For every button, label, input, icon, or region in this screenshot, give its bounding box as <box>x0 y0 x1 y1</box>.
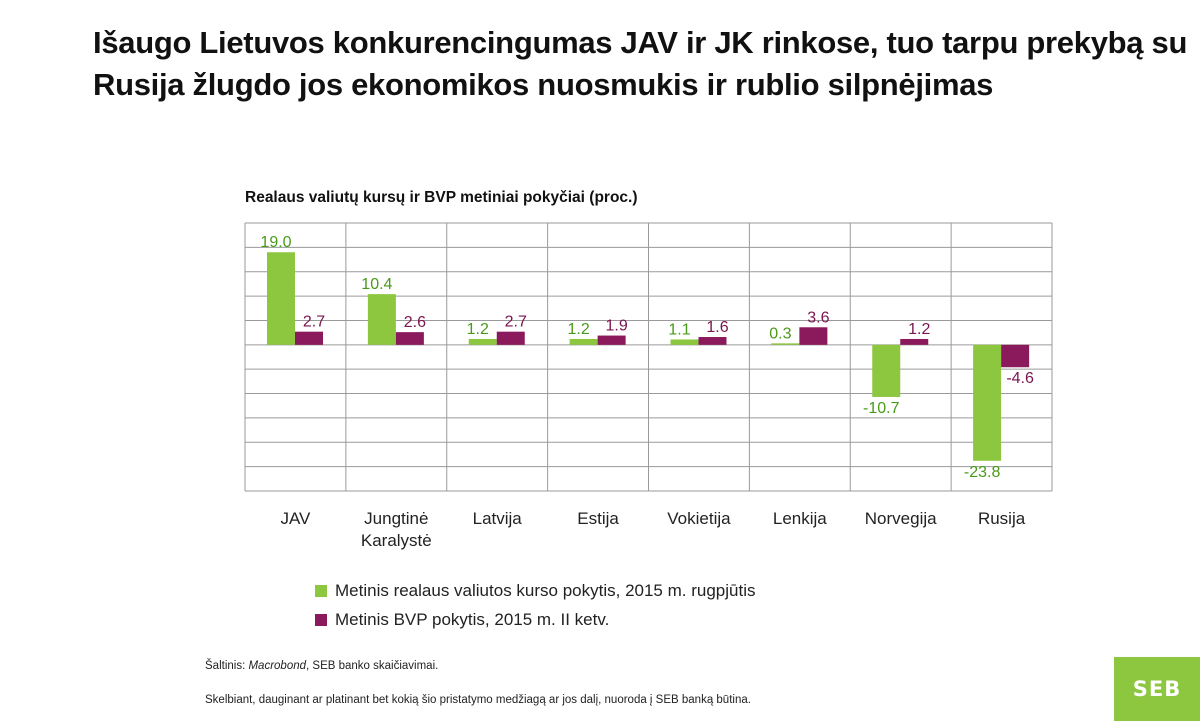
legend-label-exchange-rate: Metinis realaus valiutos kurso pokytis, … <box>335 580 756 600</box>
legend-swatch-green <box>315 584 327 597</box>
bar-gdp <box>496 331 525 345</box>
legend-label-gdp: Metinis BVP pokytis, 2015 m. II ketv. <box>335 609 610 629</box>
data-label: 3.6 <box>807 309 829 326</box>
bar-gdp <box>295 331 323 345</box>
bar-exchange-rate <box>367 294 396 345</box>
chart-title: Realaus valiutų kursų ir BVP metiniai po… <box>245 189 638 206</box>
data-label: 1.2 <box>908 321 930 338</box>
disclaimer: Skelbiant, dauginant ar platinant bet ko… <box>205 694 751 706</box>
bar-gdp <box>799 327 828 345</box>
legend-item-gdp: Metinis BVP pokytis, 2015 m. II ketv. <box>315 605 755 634</box>
data-label: 1.1 <box>668 321 690 338</box>
bar-exchange-rate <box>468 338 497 345</box>
legend-item-exchange-rate: Metinis realaus valiutos kurso pokytis, … <box>315 576 755 605</box>
seb-logo: SEB <box>1114 657 1200 721</box>
legend: Metinis realaus valiutos kurso pokytis, … <box>315 576 755 634</box>
bar-gdp <box>1001 344 1030 368</box>
category-label: Rusija <box>978 509 1026 528</box>
bar-exchange-rate <box>771 343 800 345</box>
category-label: JAV <box>280 509 311 528</box>
source-suffix: , SEB banko skaičiavimai. <box>306 660 439 672</box>
bar-gdp <box>597 335 626 345</box>
source-prefix: Šaltinis: <box>205 660 249 672</box>
category-label: Estija <box>577 509 619 528</box>
data-label: 19.0 <box>260 234 291 251</box>
data-label: 2.6 <box>404 314 426 331</box>
category-label: Jungtinė <box>364 509 428 528</box>
bar-exchange-rate <box>973 344 1002 461</box>
data-label: 2.7 <box>303 314 325 331</box>
category-label: Latvija <box>473 509 523 528</box>
category-label: Norvegija <box>865 509 937 528</box>
data-label: 2.7 <box>505 314 527 331</box>
data-label: 10.4 <box>361 276 392 293</box>
data-label: -4.6 <box>1006 370 1034 387</box>
bar-exchange-rate <box>569 338 598 345</box>
source-note: Šaltinis: Macrobond, SEB banko skaičiavi… <box>205 660 438 672</box>
data-label: 1.2 <box>568 321 590 338</box>
bar-exchange-rate <box>267 252 295 345</box>
source-italic: Macrobond <box>248 660 307 672</box>
bar-exchange-rate <box>670 339 699 345</box>
headline: Išaugo Lietuvos konkurencingumas JAV ir … <box>93 25 1188 102</box>
data-label: -23.8 <box>964 464 1001 481</box>
category-label: Lenkija <box>773 509 827 528</box>
data-label: 0.3 <box>769 325 791 342</box>
category-label: Karalystė <box>361 531 432 550</box>
bar-gdp <box>395 332 424 345</box>
category-label: Vokietija <box>667 509 731 528</box>
data-label: 1.2 <box>467 321 489 338</box>
bar-gdp <box>900 338 929 345</box>
bar-exchange-rate <box>872 344 901 397</box>
data-label: 1.9 <box>606 318 628 335</box>
data-label: 1.6 <box>706 319 728 336</box>
legend-swatch-purple <box>315 613 327 626</box>
seb-logo-text: SEB <box>1132 677 1182 701</box>
bar-gdp <box>698 337 727 345</box>
data-label: -10.7 <box>863 400 900 417</box>
